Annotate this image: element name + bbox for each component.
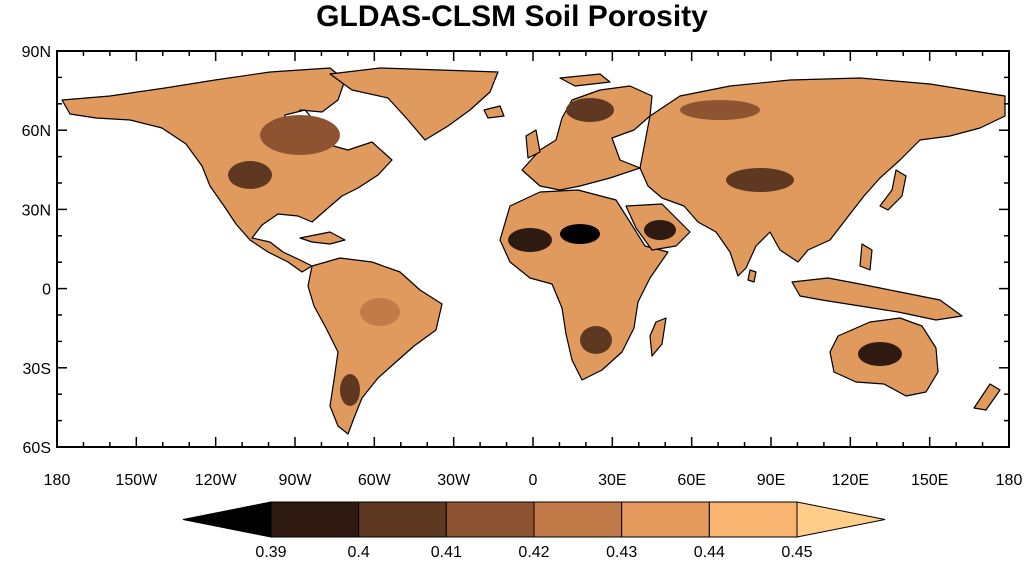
colorbar-level-label: 0.41 xyxy=(431,544,462,561)
colorbar-box xyxy=(445,501,535,538)
lon-label: 150W xyxy=(115,472,158,489)
colorbar-box xyxy=(621,501,710,538)
madagascar-landmass xyxy=(649,317,667,357)
colorbar-level-label: 0.4 xyxy=(348,544,370,561)
sri-lanka-landmass xyxy=(747,269,757,283)
asia-landmass xyxy=(639,77,1006,277)
patch-scandinavia xyxy=(566,98,614,122)
lon-label: 150E xyxy=(911,472,948,489)
patch-southern-africa xyxy=(580,326,612,354)
patch-canada xyxy=(260,115,340,155)
lon-label: 30E xyxy=(598,472,626,489)
north-america-landmass xyxy=(61,67,393,273)
lat-label: 90N xyxy=(22,44,51,61)
map-ticks xyxy=(56,50,1010,448)
lat-label: 30S xyxy=(23,361,51,378)
lon-label: 180 xyxy=(996,472,1023,489)
lon-label: 180 xyxy=(44,472,71,489)
lon-label: 90W xyxy=(279,472,313,489)
lat-label: 60S xyxy=(23,440,51,457)
caribbean-islands xyxy=(299,231,346,245)
patch-us-plains xyxy=(228,161,272,189)
colorbar-max-triangle xyxy=(796,501,886,538)
colorbar-box xyxy=(358,501,447,538)
lon-label: 90E xyxy=(757,472,785,489)
europe-landmass xyxy=(521,85,653,191)
lon-label: 120E xyxy=(832,472,869,489)
longitude-labels: 180 150W 120W 90W 60W 30W 0 30E 60E 90E 120E 150E 18… xyxy=(44,472,1023,489)
patch-brazil xyxy=(360,298,400,326)
patch-sahara-east xyxy=(560,224,600,244)
colorbar-level-label: 0.42 xyxy=(518,544,549,561)
colorbar-level-label: 0.45 xyxy=(781,544,812,561)
patch-australia xyxy=(858,342,902,366)
colorbar-box xyxy=(533,501,623,538)
lat-label: 60N xyxy=(22,123,51,140)
colorbar-min-triangle xyxy=(182,501,272,538)
indonesia-islands xyxy=(791,277,963,321)
lat-label: 0 xyxy=(42,282,51,299)
colorbar xyxy=(182,501,886,538)
colorbar-level-label: 0.44 xyxy=(694,544,725,561)
colorbar-labels: 0.39 0.4 0.41 0.42 0.43 0.44 0.45 xyxy=(255,544,812,561)
patch-patagonia xyxy=(340,374,360,406)
patch-siberia xyxy=(680,100,760,120)
lon-label: 120W xyxy=(195,472,238,489)
lon-label: 60W xyxy=(358,472,392,489)
british-isles xyxy=(525,129,541,159)
lat-label: 30N xyxy=(22,202,51,219)
patch-arabia xyxy=(644,220,676,240)
lon-label: 0 xyxy=(529,472,538,489)
map-title: GLDAS-CLSM Soil Porosity xyxy=(316,0,708,33)
lon-label: 60E xyxy=(677,472,705,489)
new-zealand-landmass xyxy=(973,383,1001,411)
colorbar-level-label: 0.43 xyxy=(606,544,637,561)
arctic-islands xyxy=(559,73,611,87)
greenland-landmass xyxy=(329,67,499,141)
latitude-labels: 90N 60N 30N 0 30S 60S xyxy=(22,44,51,457)
colorbar-box xyxy=(708,501,798,538)
colorbar-box xyxy=(270,501,360,538)
colorbar-level-label: 0.39 xyxy=(255,544,286,561)
lon-label: 30W xyxy=(437,472,471,489)
patch-sahara-west xyxy=(508,228,552,252)
low-porosity-patches xyxy=(228,98,902,406)
japan-landmass xyxy=(879,169,907,211)
philippines-islands xyxy=(859,243,873,271)
iceland-landmass xyxy=(483,105,505,119)
patch-central-asia xyxy=(726,168,794,192)
